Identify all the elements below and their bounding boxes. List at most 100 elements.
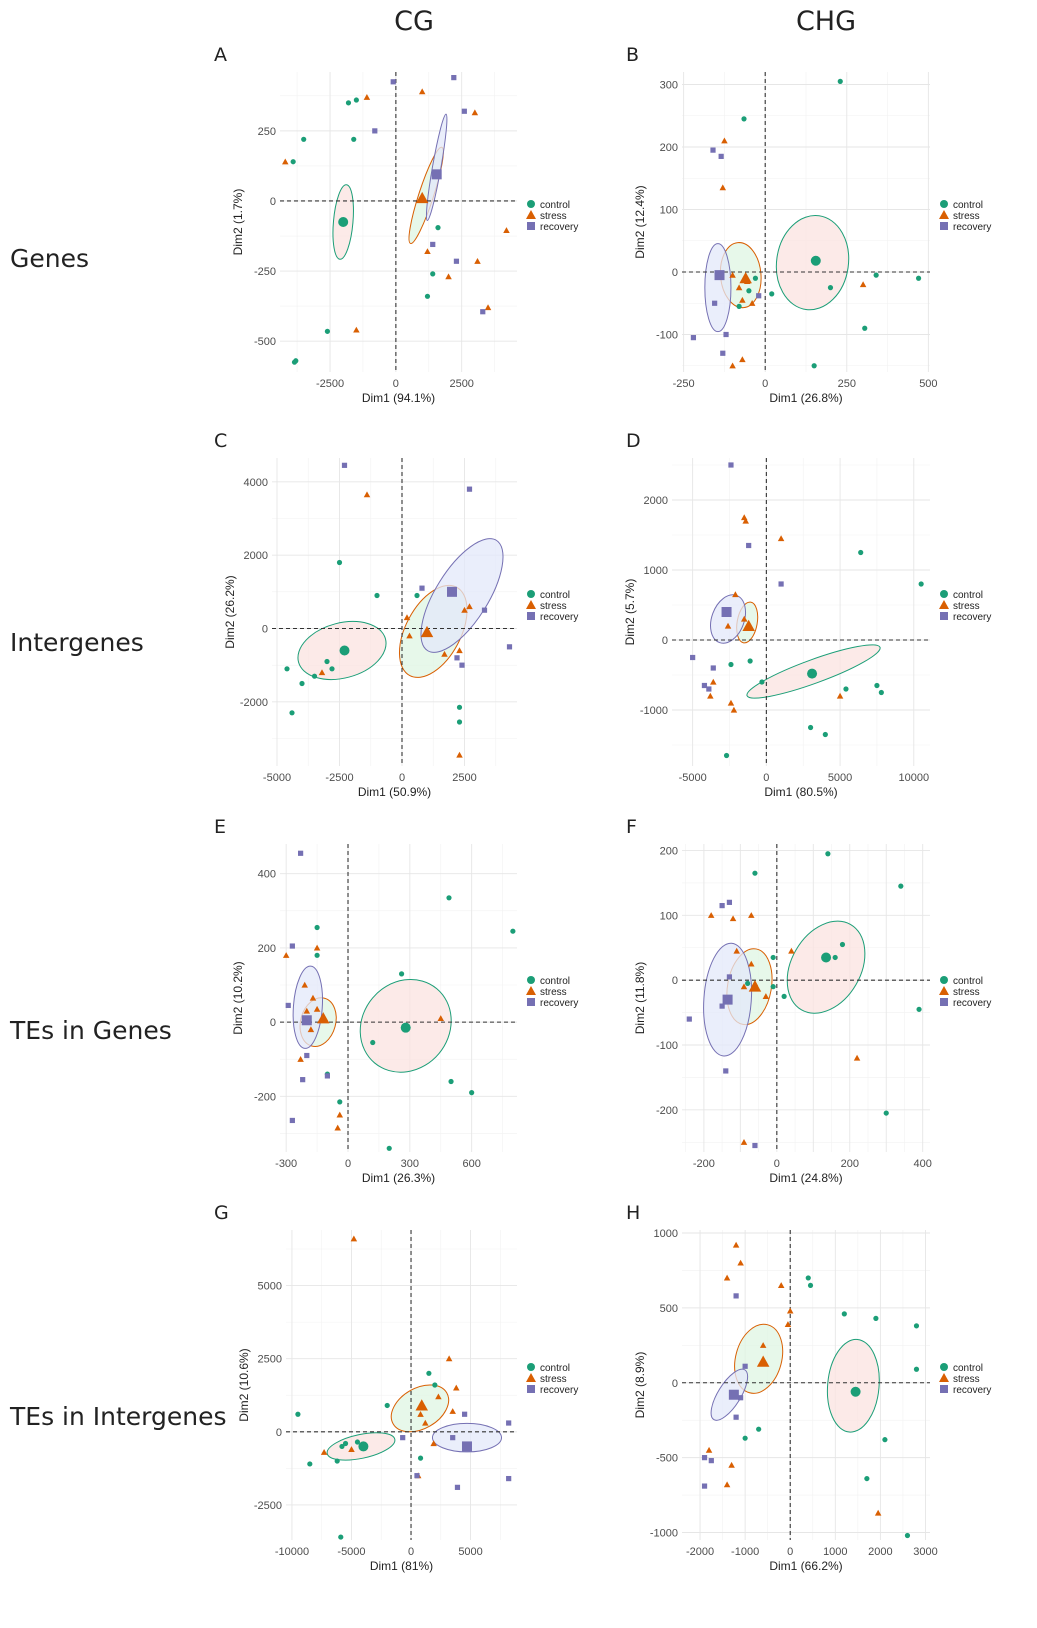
- series-control: [284, 559, 463, 725]
- point-control: [752, 275, 759, 281]
- x-tick-label: -5000: [337, 1546, 365, 1558]
- point-recovery: [285, 1002, 291, 1009]
- legend-key-stress: [939, 1373, 949, 1382]
- point-stress: [786, 1307, 794, 1314]
- point-control: [307, 1461, 313, 1467]
- point-control: [291, 359, 298, 365]
- point-stress: [874, 1509, 882, 1516]
- point-control: [342, 1440, 349, 1447]
- point-recovery: [454, 655, 460, 661]
- y-axis-label: Dim2 (12.4%): [633, 185, 647, 258]
- point-recovery: [506, 1420, 512, 1426]
- point-stress: [350, 1235, 358, 1242]
- x-tick-label: 0: [787, 1546, 793, 1558]
- point-control: [769, 291, 775, 297]
- point-recovery: [726, 899, 733, 905]
- y-tick-label: 2000: [244, 550, 268, 562]
- tick-labels: -200 0 200 400 -200 -100 0 100 200: [656, 845, 932, 1170]
- x-tick-label: -5000: [263, 772, 291, 784]
- point-recovery: [733, 1414, 739, 1420]
- x-tick-label: 0: [345, 1158, 351, 1170]
- point-recovery: [324, 1073, 330, 1079]
- point-stress: [353, 326, 360, 333]
- point-stress: [788, 947, 795, 954]
- point-stress: [853, 1054, 861, 1061]
- point-recovery: [710, 147, 716, 153]
- x-axis-label: Dim1 (94.1%): [362, 391, 435, 405]
- centroid-control: [807, 668, 818, 679]
- point-recovery: [289, 943, 295, 949]
- point-stress: [422, 1419, 429, 1426]
- series-stress: [705, 1241, 882, 1516]
- legend-key-control: [527, 590, 535, 598]
- point-control: [882, 1437, 888, 1443]
- point-stress: [301, 981, 308, 988]
- tick-labels: -250 0 250 500 -100 0 100 200 300: [656, 80, 938, 391]
- legend-label-recovery: recovery: [953, 612, 991, 623]
- legend-key-stress: [939, 210, 949, 219]
- point-control: [430, 271, 436, 277]
- x-tick-label: 200: [841, 1158, 859, 1170]
- point-recovery: [686, 1016, 692, 1022]
- legend-key-control: [940, 1363, 948, 1371]
- point-stress: [503, 227, 510, 234]
- y-tick-label: 0: [262, 624, 268, 636]
- centroid-recovery: [447, 586, 457, 597]
- point-control: [469, 1090, 475, 1096]
- point-stress: [363, 93, 371, 100]
- row-label-intergenes: Intergenes: [10, 628, 144, 657]
- centroid-stress: [748, 980, 762, 992]
- point-stress: [748, 960, 755, 967]
- centroid-recovery: [714, 270, 725, 281]
- legend-label-control: control: [540, 200, 570, 211]
- point-control: [345, 100, 352, 106]
- series-stress: [320, 1235, 460, 1479]
- point-control: [432, 1382, 438, 1388]
- point-control: [745, 980, 751, 987]
- point-control: [424, 293, 431, 299]
- point-stress: [282, 158, 289, 165]
- y-tick-label: -1000: [640, 705, 668, 717]
- point-recovery: [723, 331, 729, 338]
- point-recovery: [733, 1293, 739, 1299]
- centroid-control: [810, 255, 821, 266]
- point-recovery: [450, 1435, 456, 1441]
- x-tick-label: 10000: [898, 772, 929, 784]
- y-axis-label: Dim2 (5.7%): [623, 579, 637, 646]
- x-axis-label: Dim1 (50.9%): [358, 785, 431, 799]
- x-tick-label: 0: [393, 378, 399, 390]
- y-tick-label: -2000: [240, 697, 268, 709]
- legend-label-stress: stress: [540, 601, 567, 612]
- series-control: [745, 851, 922, 1116]
- legend-label-recovery: recovery: [540, 612, 578, 623]
- x-axis-label: Dim1 (26.3%): [362, 1171, 435, 1185]
- point-stress: [710, 678, 717, 685]
- x-tick-label: -10000: [275, 1546, 309, 1558]
- grid: [682, 1230, 930, 1540]
- legend-label-recovery: recovery: [540, 998, 578, 1009]
- point-stress: [707, 912, 715, 918]
- legend-key-stress: [939, 600, 949, 609]
- point-control: [337, 1099, 343, 1105]
- point-control: [324, 328, 330, 334]
- point-control: [417, 1455, 424, 1461]
- y-tick-label: -500: [254, 336, 276, 348]
- legend-label-control: control: [953, 976, 983, 987]
- y-tick-label: -100: [656, 330, 678, 342]
- series-stress: [282, 944, 444, 1131]
- point-recovery: [506, 1475, 512, 1482]
- series-control: [290, 97, 441, 365]
- point-recovery: [719, 1003, 725, 1009]
- x-axis-label: Dim1 (81%): [370, 1559, 433, 1573]
- x-axis-label: Dim1 (66.2%): [769, 1559, 842, 1573]
- y-tick-label: 0: [270, 196, 276, 208]
- point-recovery: [304, 1052, 310, 1059]
- x-tick-label: 0: [399, 772, 405, 784]
- y-axis-label: Dim2 (1.7%): [231, 189, 245, 256]
- point-stress: [403, 614, 411, 621]
- y-tick-label: 0: [276, 1427, 282, 1439]
- series-recovery: [285, 850, 330, 1124]
